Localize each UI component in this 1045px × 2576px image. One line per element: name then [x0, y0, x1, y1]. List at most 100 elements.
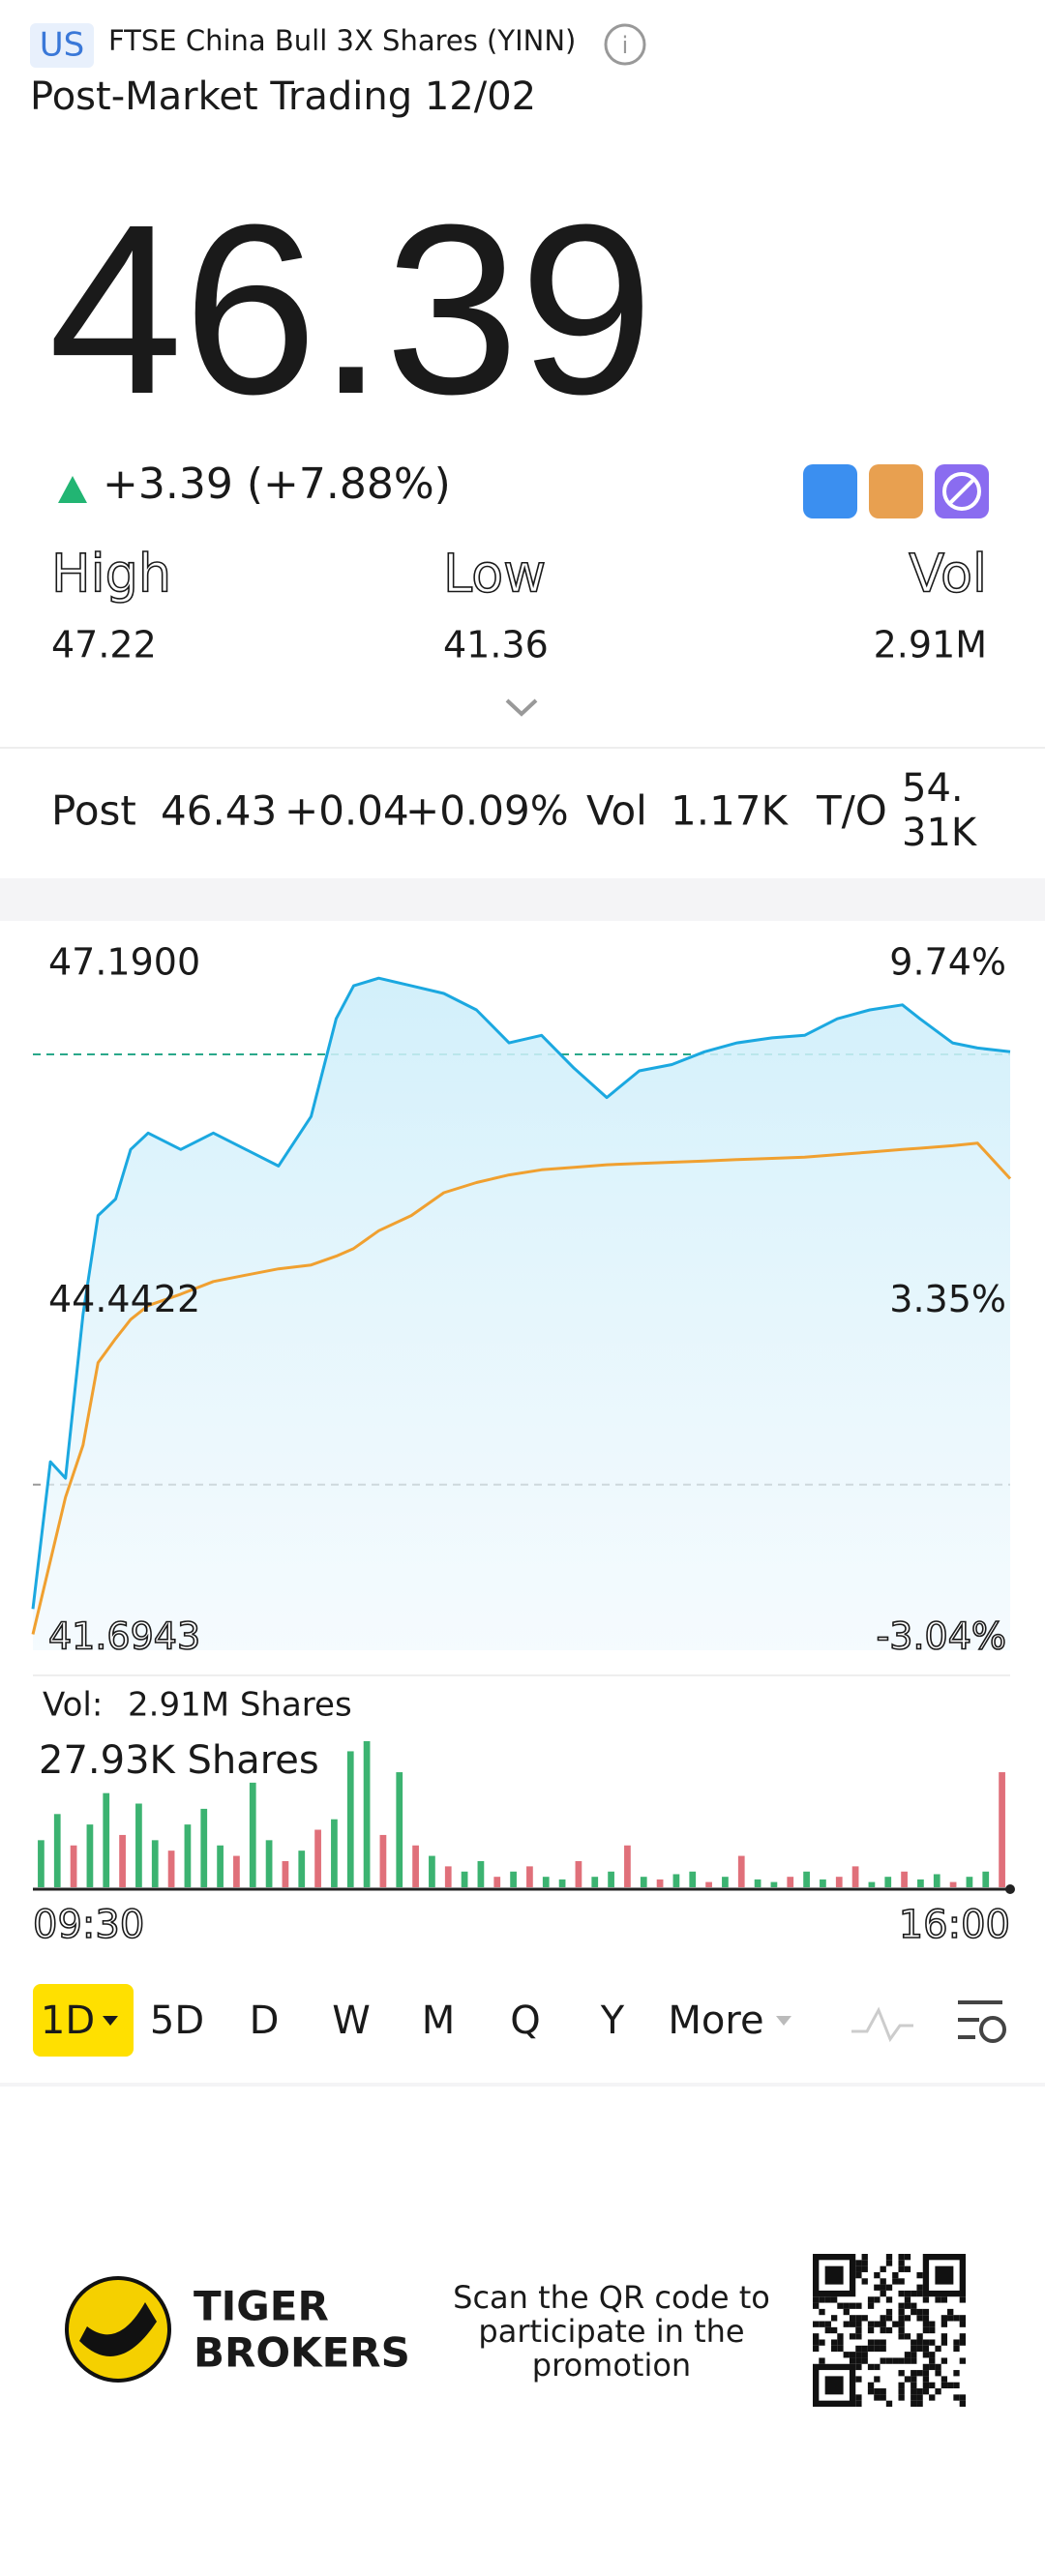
qr-module [916, 2284, 923, 2291]
qr-module [855, 2376, 862, 2383]
y2-tick-label: 3.35% [889, 1278, 1006, 1320]
qr-module [813, 2339, 820, 2346]
qr-module [922, 2382, 930, 2389]
qr-module [824, 2321, 831, 2327]
qr-module [843, 2321, 850, 2327]
qr-module [911, 2339, 917, 2346]
qr-module [855, 2357, 862, 2364]
settings-icon[interactable] [958, 2000, 1006, 2043]
qr-module [922, 2352, 930, 2358]
qr-module [935, 2345, 941, 2353]
qr-module [959, 2321, 966, 2327]
qr-module [922, 2315, 930, 2322]
volume-bar [689, 1871, 697, 1887]
qr-module [916, 2339, 923, 2346]
qr-module [929, 2363, 936, 2371]
volume-bar [363, 1741, 371, 1887]
qr-module [874, 2345, 881, 2353]
expand-chevron[interactable] [505, 698, 538, 717]
vol-max: 27.93K Shares [39, 1738, 319, 1783]
qr-module [935, 2388, 941, 2395]
post-vol: 1.17K [671, 787, 790, 835]
y-tick-label: 47.1900 [48, 941, 200, 984]
qr-module [922, 2370, 930, 2377]
timeframe-tab[interactable]: 1D [41, 1999, 95, 2043]
qr-module [874, 2271, 881, 2279]
qr-module [849, 2333, 856, 2340]
post-label: Post [51, 787, 136, 835]
qr-module [867, 2382, 875, 2389]
qr-module [929, 2326, 936, 2334]
qr-module [830, 2339, 838, 2346]
qr-module [867, 2302, 875, 2309]
qr-module [922, 2321, 930, 2327]
qr-module [953, 2382, 960, 2389]
indicator-icon[interactable] [851, 2006, 913, 2043]
badge-icon[interactable] [869, 464, 923, 518]
qr-module [813, 2333, 820, 2340]
volume-bar [558, 1879, 566, 1887]
promo-text: promotion [532, 2347, 691, 2384]
qr-module [837, 2339, 844, 2346]
volume-bar [249, 1782, 256, 1887]
qr-module [855, 2400, 862, 2407]
qr-module [935, 2370, 941, 2377]
volume-bar [656, 1879, 664, 1887]
volume-bar [314, 1829, 321, 1887]
qr-module [911, 2290, 917, 2297]
qr-finder [922, 2253, 966, 2297]
volume-bar [38, 1840, 45, 1887]
qr-module [911, 2376, 917, 2383]
qr-module [819, 2321, 825, 2327]
qr-module [911, 2394, 917, 2401]
qr-module [861, 2357, 868, 2364]
qr-module [874, 2321, 881, 2327]
qr-module [867, 2296, 875, 2303]
qr-module [824, 2326, 831, 2334]
qr-module [916, 2388, 923, 2395]
qr-module [916, 2400, 923, 2407]
qr-module [916, 2345, 923, 2353]
qr-module [843, 2352, 850, 2358]
qr-module [959, 2315, 966, 2322]
brand: TIGER [194, 2283, 329, 2330]
price: 46.39 [48, 174, 654, 444]
qr-module [911, 2357, 917, 2364]
post-vol-label: Vol [586, 787, 647, 835]
volume-bar [803, 1871, 810, 1887]
timeframe-tab[interactable]: M [422, 1999, 456, 2043]
timeframe-tab[interactable]: Q [510, 1999, 540, 2043]
timeframe-tab[interactable]: More [668, 1999, 763, 2043]
volume-bar [379, 1834, 387, 1887]
timeframe-tab[interactable]: 5D [150, 1999, 204, 2043]
qr-module [898, 2302, 905, 2309]
qr-module [880, 2265, 886, 2272]
qr-module [940, 2357, 948, 2364]
volume-bar [86, 1824, 94, 1887]
qr-module [819, 2339, 825, 2346]
qr-module [855, 2271, 862, 2279]
timeframe-tab[interactable]: D [250, 1999, 280, 2043]
info-icon[interactable] [604, 23, 646, 66]
badge-icon[interactable] [803, 464, 857, 518]
volume-bar [331, 1819, 338, 1887]
y2-tick-label: 9.74% [889, 941, 1006, 984]
qr-module [880, 2290, 886, 2297]
qr-module [959, 2333, 966, 2340]
brand: BROKERS [194, 2329, 410, 2377]
volume-bar [282, 1860, 289, 1887]
vol-total: 2.91M Shares [128, 1686, 352, 1725]
qr-module [830, 2326, 838, 2334]
qr-module [929, 2357, 936, 2364]
qr-module [874, 2339, 881, 2346]
qr-module [880, 2357, 886, 2364]
qr-module [904, 2376, 911, 2383]
timeframe-tab[interactable]: W [332, 1999, 371, 2043]
qr-module [953, 2394, 960, 2401]
qr-module [940, 2296, 948, 2303]
qr-module [947, 2315, 954, 2322]
timeframe-tab[interactable]: Y [600, 1999, 625, 2043]
qr-module [898, 2315, 905, 2322]
qr-module [885, 2315, 893, 2322]
qr-module [892, 2321, 899, 2327]
